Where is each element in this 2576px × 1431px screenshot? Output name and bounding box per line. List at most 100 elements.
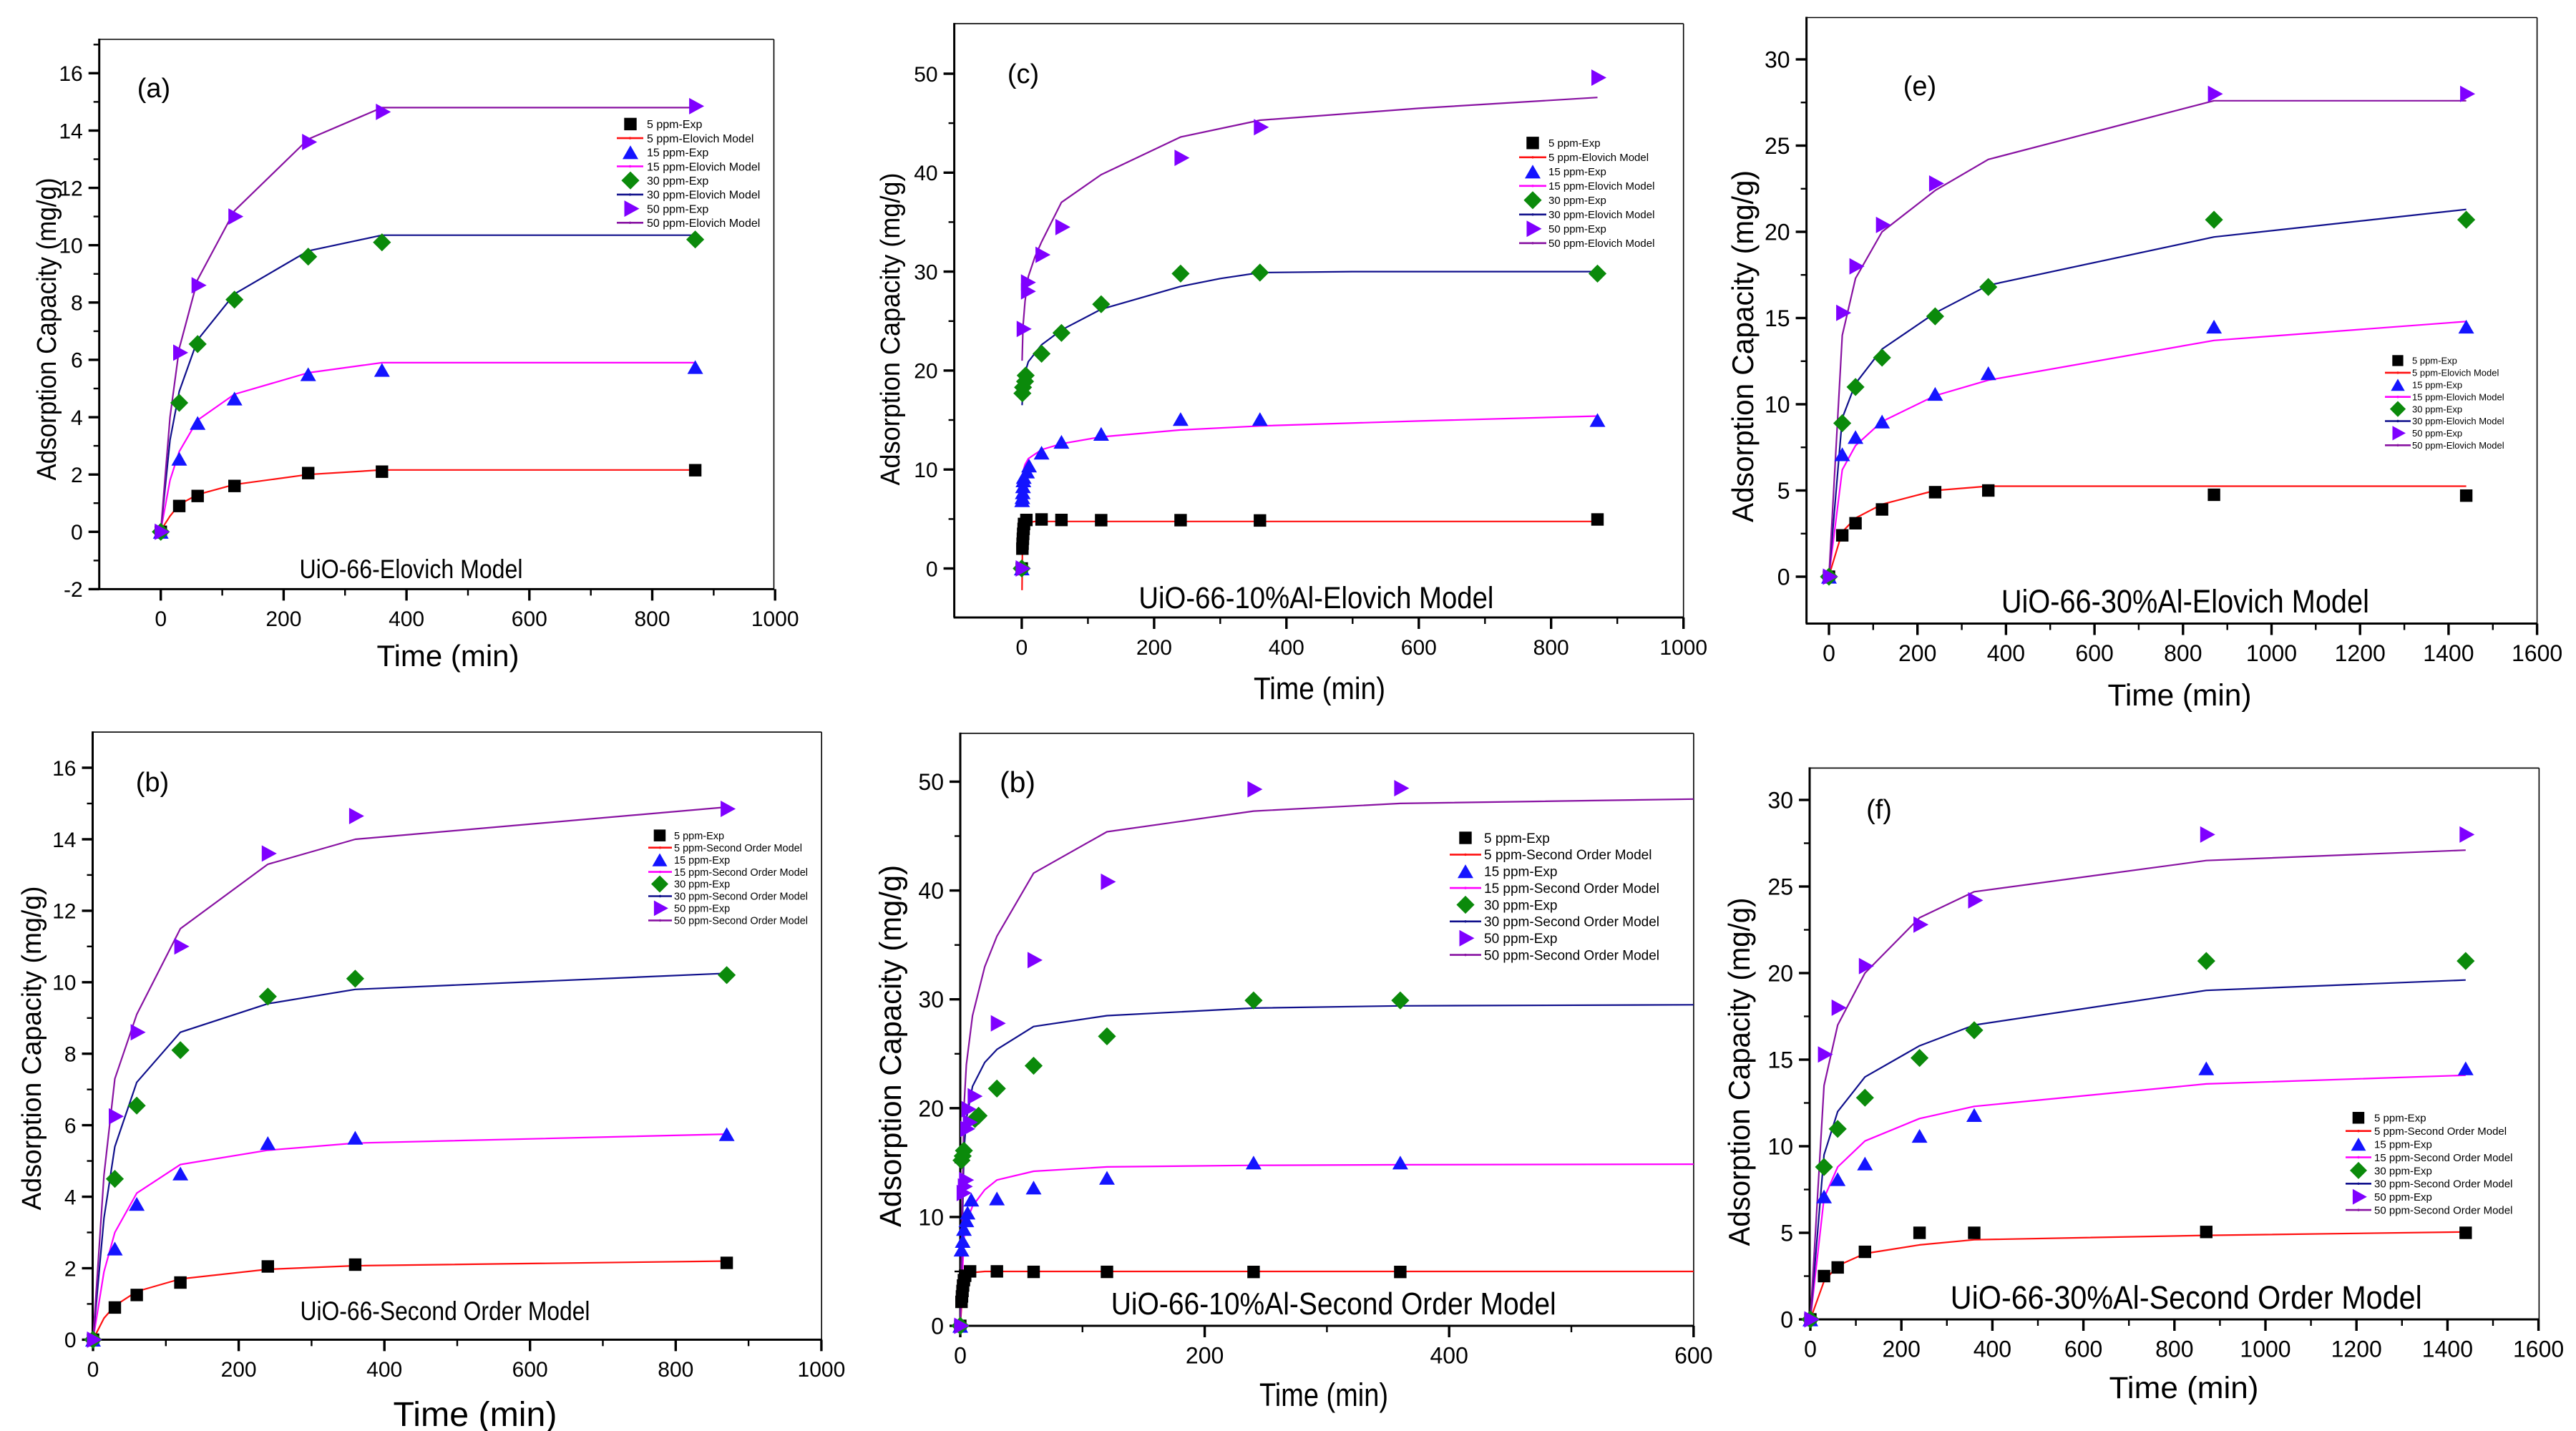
svg-text:800: 800 bbox=[2164, 640, 2202, 666]
svg-text:30 ppm-Second Order Model: 30 ppm-Second Order Model bbox=[1484, 915, 1659, 930]
svg-text:20: 20 bbox=[918, 1095, 944, 1121]
svg-text:Adsorption Capacity (mg/g): Adsorption Capacity (mg/g) bbox=[32, 178, 62, 481]
svg-text:600: 600 bbox=[2075, 640, 2113, 666]
svg-text:0: 0 bbox=[1780, 1307, 1793, 1333]
svg-text:15 ppm-Second Order Model: 15 ppm-Second Order Model bbox=[2374, 1152, 2512, 1164]
svg-text:30 ppm-Exp: 30 ppm-Exp bbox=[1484, 898, 1557, 913]
svg-text:15 ppm-Exp: 15 ppm-Exp bbox=[2374, 1139, 2432, 1151]
svg-text:400: 400 bbox=[366, 1358, 402, 1382]
svg-text:200: 200 bbox=[1883, 1337, 1921, 1362]
svg-text:8: 8 bbox=[71, 292, 83, 316]
svg-text:0: 0 bbox=[87, 1358, 99, 1382]
svg-text:Time (min): Time (min) bbox=[2109, 1371, 2259, 1405]
svg-text:0: 0 bbox=[64, 1329, 77, 1352]
svg-text:5 ppm-Exp: 5 ppm-Exp bbox=[647, 119, 702, 131]
svg-text:50 ppm-Elovich Model: 50 ppm-Elovich Model bbox=[1548, 238, 1654, 250]
svg-text:600: 600 bbox=[2064, 1337, 2102, 1362]
svg-text:400: 400 bbox=[1974, 1337, 2011, 1362]
svg-text:5 ppm-Elovich Model: 5 ppm-Elovich Model bbox=[1548, 152, 1649, 164]
svg-text:10: 10 bbox=[918, 1204, 944, 1230]
svg-text:30 ppm-Exp: 30 ppm-Exp bbox=[2374, 1165, 2432, 1177]
svg-text:UiO-66-10%Al-Second Order Mode: UiO-66-10%Al-Second Order Model bbox=[1111, 1286, 1556, 1322]
svg-text:50 ppm-Exp: 50 ppm-Exp bbox=[2374, 1191, 2432, 1203]
svg-text:200: 200 bbox=[1186, 1343, 1224, 1369]
svg-text:30 ppm-Elovich Model: 30 ppm-Elovich Model bbox=[2412, 416, 2504, 426]
svg-text:20: 20 bbox=[1767, 961, 1793, 987]
svg-text:0: 0 bbox=[1016, 636, 1028, 660]
svg-text:14: 14 bbox=[52, 829, 76, 852]
svg-text:5 ppm-Elovich Model: 5 ppm-Elovich Model bbox=[2412, 368, 2499, 378]
svg-text:10: 10 bbox=[1765, 392, 1790, 418]
svg-text:600: 600 bbox=[1401, 636, 1437, 660]
svg-text:15 ppm-Exp: 15 ppm-Exp bbox=[647, 147, 708, 160]
svg-text:25: 25 bbox=[1767, 874, 1793, 900]
svg-text:5 ppm-Exp: 5 ppm-Exp bbox=[1548, 137, 1601, 150]
svg-text:50 ppm-Exp: 50 ppm-Exp bbox=[1548, 223, 1606, 235]
svg-text:5: 5 bbox=[1780, 1221, 1793, 1246]
svg-text:50 ppm-Exp: 50 ppm-Exp bbox=[2412, 428, 2462, 439]
svg-text:15 ppm-Exp: 15 ppm-Exp bbox=[674, 855, 730, 866]
svg-text:5 ppm-Exp: 5 ppm-Exp bbox=[674, 831, 724, 842]
svg-text:200: 200 bbox=[221, 1358, 257, 1382]
svg-text:30 ppm-Second Order Model: 30 ppm-Second Order Model bbox=[674, 892, 808, 903]
svg-text:15 ppm-Elovich Model: 15 ppm-Elovich Model bbox=[1548, 180, 1654, 192]
svg-text:Time (min): Time (min) bbox=[1254, 671, 1385, 706]
svg-text:50: 50 bbox=[918, 769, 944, 795]
svg-text:1400: 1400 bbox=[2423, 640, 2474, 666]
svg-text:15 ppm-Exp: 15 ppm-Exp bbox=[2412, 380, 2462, 391]
svg-text:0: 0 bbox=[1804, 1337, 1817, 1362]
svg-text:800: 800 bbox=[2155, 1337, 2193, 1362]
svg-text:50: 50 bbox=[914, 63, 937, 87]
svg-text:400: 400 bbox=[1987, 640, 2025, 666]
svg-text:Time (min): Time (min) bbox=[2108, 678, 2252, 713]
svg-text:(e): (e) bbox=[1903, 72, 1936, 102]
svg-text:6: 6 bbox=[64, 1114, 77, 1138]
svg-text:20: 20 bbox=[1765, 220, 1790, 245]
svg-text:400: 400 bbox=[1269, 636, 1304, 660]
svg-text:600: 600 bbox=[512, 1358, 548, 1382]
svg-text:10: 10 bbox=[59, 235, 82, 258]
svg-text:Time (min): Time (min) bbox=[1259, 1377, 1388, 1413]
svg-text:0: 0 bbox=[71, 521, 83, 544]
svg-text:15 ppm-Exp: 15 ppm-Exp bbox=[1484, 865, 1557, 880]
svg-text:10: 10 bbox=[914, 459, 937, 482]
svg-text:50 ppm-Elovich Model: 50 ppm-Elovich Model bbox=[647, 218, 760, 230]
svg-text:16: 16 bbox=[52, 757, 76, 781]
svg-text:15 ppm-Exp: 15 ppm-Exp bbox=[1548, 166, 1606, 178]
svg-text:5 ppm-Exp: 5 ppm-Exp bbox=[1484, 831, 1550, 846]
svg-text:UiO-66-30%Al-Second Order Mode: UiO-66-30%Al-Second Order Model bbox=[1951, 1279, 2422, 1316]
svg-text:12: 12 bbox=[52, 900, 76, 924]
svg-text:5 ppm-Exp: 5 ppm-Exp bbox=[2374, 1113, 2426, 1125]
svg-text:Adsorption Capacity (mg/g): Adsorption Capacity (mg/g) bbox=[874, 865, 908, 1227]
svg-text:0: 0 bbox=[926, 557, 938, 581]
svg-text:400: 400 bbox=[1430, 1343, 1468, 1369]
svg-text:1600: 1600 bbox=[2512, 640, 2562, 666]
svg-text:15 ppm-Elovich Model: 15 ppm-Elovich Model bbox=[647, 161, 760, 173]
svg-text:4: 4 bbox=[64, 1186, 77, 1209]
svg-text:40: 40 bbox=[918, 878, 944, 904]
svg-text:50 ppm-Second Order Model: 50 ppm-Second Order Model bbox=[2374, 1205, 2512, 1217]
svg-text:1000: 1000 bbox=[2240, 1337, 2290, 1362]
svg-text:800: 800 bbox=[1533, 636, 1569, 660]
svg-text:5 ppm-Second Order Model: 5 ppm-Second Order Model bbox=[1484, 848, 1652, 863]
svg-text:200: 200 bbox=[1898, 640, 1936, 666]
svg-text:12: 12 bbox=[59, 177, 82, 200]
svg-text:30 ppm-Exp: 30 ppm-Exp bbox=[674, 879, 730, 891]
svg-text:4: 4 bbox=[71, 406, 83, 430]
svg-text:1000: 1000 bbox=[798, 1358, 846, 1382]
svg-text:(c): (c) bbox=[1008, 59, 1039, 89]
svg-text:Adsorption Capacity (mg/g): Adsorption Capacity (mg/g) bbox=[1722, 898, 1756, 1246]
svg-text:30 ppm-Exp: 30 ppm-Exp bbox=[647, 175, 708, 187]
svg-text:30 ppm-Exp: 30 ppm-Exp bbox=[1548, 195, 1606, 207]
svg-text:8: 8 bbox=[64, 1043, 77, 1067]
svg-text:16: 16 bbox=[59, 62, 82, 86]
svg-text:UiO-66-10%Al-Elovich Model: UiO-66-10%Al-Elovich Model bbox=[1138, 581, 1493, 615]
svg-text:15 ppm-Second Order Model: 15 ppm-Second Order Model bbox=[1484, 881, 1659, 897]
svg-text:15: 15 bbox=[1765, 306, 1790, 331]
svg-text:50 ppm-Exp: 50 ppm-Exp bbox=[647, 203, 708, 215]
svg-text:25: 25 bbox=[1765, 133, 1790, 159]
svg-text:30: 30 bbox=[914, 260, 937, 284]
svg-text:1200: 1200 bbox=[2335, 640, 2386, 666]
svg-text:0: 0 bbox=[1823, 640, 1835, 666]
svg-text:50 ppm-Exp: 50 ppm-Exp bbox=[674, 904, 730, 915]
